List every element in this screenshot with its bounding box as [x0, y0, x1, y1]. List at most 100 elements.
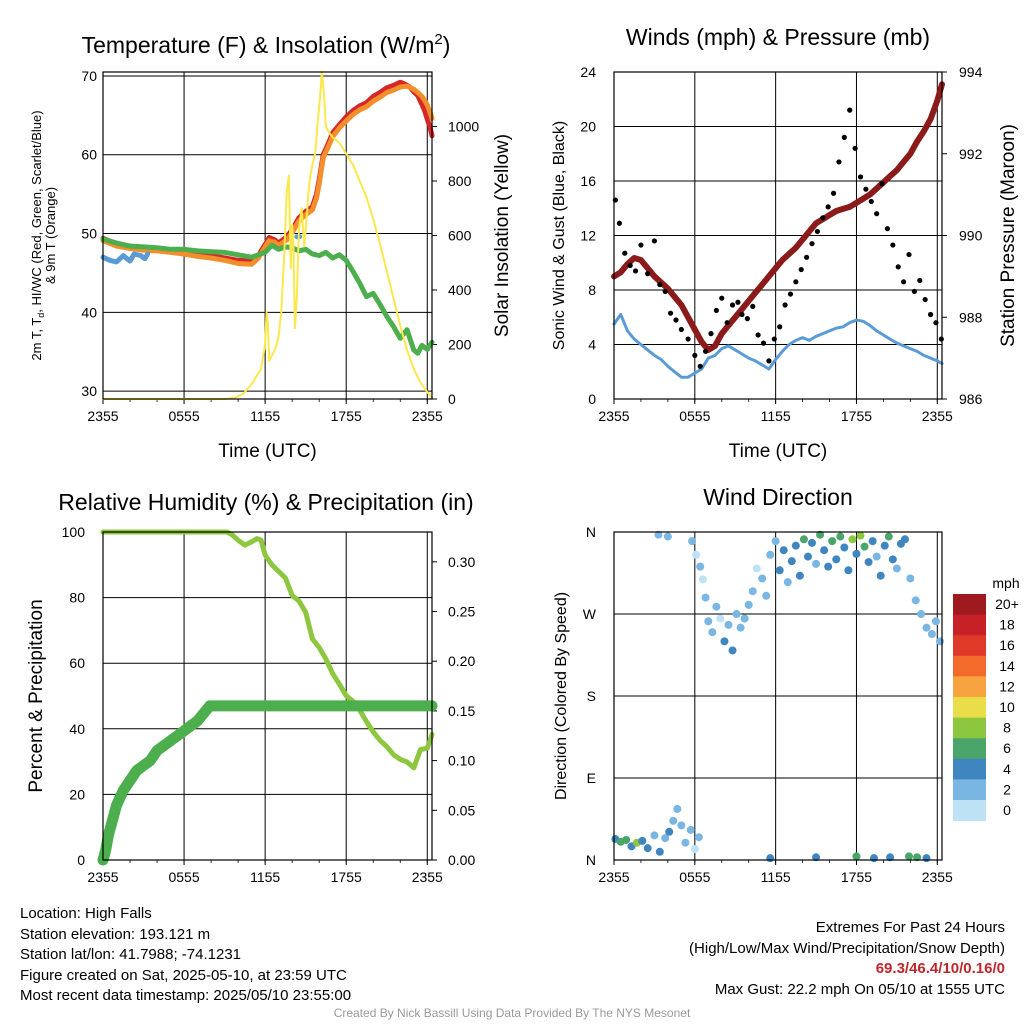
x-tick-label: 2355: [922, 408, 953, 424]
y2-tick-label: 0.10: [448, 753, 475, 769]
direction-point: [740, 614, 749, 623]
direction-point: [638, 836, 647, 845]
direction-point: [884, 532, 893, 541]
series-line-2: [100, 83, 435, 267]
direction-point: [820, 546, 829, 555]
colorbar-title: mph: [992, 575, 1019, 591]
direction-point: [848, 535, 857, 544]
direction-point: [852, 852, 861, 861]
extremes-title: Extremes For Past 24 Hours: [815, 919, 1005, 936]
direction-point: [886, 853, 895, 862]
y-tick-label: 100: [62, 524, 86, 540]
direction-point: [860, 542, 869, 551]
y-axis-label: Percent & Precipitation: [26, 599, 47, 792]
wind-speed-line: [612, 313, 944, 379]
y-tick-label: 0: [588, 391, 596, 407]
direction-point: [852, 549, 861, 558]
direction-point: [892, 564, 901, 573]
direction-point: [779, 546, 788, 555]
colorbar-label: 14: [999, 658, 1015, 674]
direction-point: [922, 854, 931, 863]
gust-point: [938, 336, 944, 342]
x-tick-label: 2355: [87, 869, 118, 885]
direction-point: [869, 854, 878, 863]
gust-point: [874, 211, 880, 217]
direction-point: [732, 610, 741, 618]
direction-point: [696, 562, 705, 571]
colorbar-swatch: [953, 779, 986, 801]
direction-point: [888, 555, 897, 564]
direction-point: [828, 537, 837, 546]
station-location: Location: High Falls: [20, 905, 152, 922]
x-tick-label: 0555: [679, 408, 710, 424]
x-tick-label: 2355: [412, 408, 443, 424]
y-tick-label: W: [583, 606, 597, 622]
direction-point: [880, 541, 889, 550]
chart-title: Winds (mph) & Pressure (mb): [626, 24, 930, 50]
gust-point: [719, 295, 725, 301]
colorbar-label: 12: [999, 678, 1015, 694]
y2-axis-label: Solar Insolation (Yellow): [492, 134, 513, 337]
gust-point: [809, 241, 815, 247]
y2-axis-label: Station Pressure (Maroon): [998, 124, 1019, 347]
y2-tick-label: 0: [448, 391, 456, 407]
colorbar-swatch: [953, 717, 986, 739]
station-elevation: Station elevation: 193.121 m: [20, 925, 211, 943]
direction-point: [795, 571, 804, 580]
y-tick-label: 80: [69, 590, 85, 606]
panel-2: 2355 0555 1155 1755 235504812162024986988990…: [551, 24, 1019, 462]
direction-point: [927, 630, 936, 639]
direction-point: [799, 535, 808, 544]
direction-point: [812, 853, 821, 862]
colorbar-swatch: [953, 738, 986, 760]
direction-point: [704, 617, 713, 626]
y-tick-label: N: [586, 852, 596, 868]
direction-point: [655, 847, 664, 856]
y2-tick-label: 0.05: [448, 802, 475, 818]
direction-point: [844, 566, 853, 575]
chart-title: Temperature (F) & Insolation (W/m2): [82, 31, 451, 58]
gust-point: [657, 281, 663, 288]
y-axis-label: 2m T, Td, HI/WC (Red, Green, Scarlet/Blu…: [29, 110, 58, 360]
x-tick-label: 0555: [168, 869, 199, 885]
colorbar-swatch: [953, 635, 986, 657]
direction-point: [663, 532, 672, 541]
gust-point: [777, 324, 783, 330]
direction-point: [766, 550, 775, 559]
gust-point: [750, 303, 756, 309]
gust-point: [884, 226, 891, 232]
gust-point: [917, 277, 923, 284]
direction-point: [872, 552, 881, 561]
x-tick-label: 2355: [87, 408, 118, 424]
station-latlon: Station lat/lon: 41.7988; -74.1231: [20, 946, 242, 963]
direction-point: [911, 596, 920, 605]
humidity-line: [100, 529, 435, 771]
gust-point: [713, 307, 719, 314]
plot-frame: [102, 71, 433, 400]
gust-point: [852, 145, 858, 151]
direction-point: [913, 853, 922, 862]
y-tick-label: 60: [81, 147, 97, 163]
colorbar-swatch: [953, 594, 986, 616]
gust-point: [766, 358, 772, 364]
speed-colorbar: mph 20+ 18 16 14 12 10 8 6 4 2 0: [953, 575, 1020, 822]
x-axis-label: Time (UTC): [218, 441, 317, 462]
gust-point: [771, 336, 777, 342]
x-tick-label: 1755: [331, 869, 362, 885]
gust-point: [787, 291, 794, 297]
recent-timestamp: Most recent data timestamp: 2025/05/10 2…: [20, 987, 352, 1004]
y2-tick-label: 0.30: [448, 554, 475, 570]
y2-tick-label: 0.20: [448, 653, 475, 669]
direction-point: [766, 854, 775, 863]
direction-point: [643, 844, 652, 853]
gust-point: [922, 296, 928, 303]
gust-point: [685, 336, 691, 342]
x-tick-label: 1155: [761, 408, 791, 424]
gust-point: [622, 250, 628, 256]
direction-point: [712, 602, 721, 611]
direction-point: [673, 804, 682, 813]
y2-tick-label: 800: [448, 173, 472, 189]
y2-tick-label: 0.25: [448, 604, 475, 620]
direction-point: [752, 564, 761, 573]
